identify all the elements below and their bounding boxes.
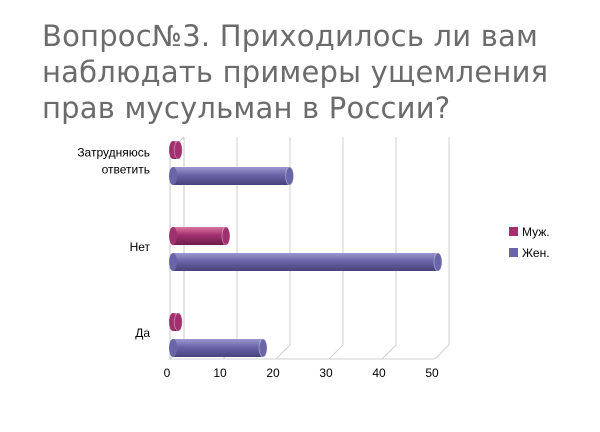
- gridline-floor: [381, 344, 397, 360]
- gridline-floor: [434, 344, 450, 360]
- gridline-floor: [275, 344, 291, 360]
- bar-body: [173, 227, 226, 245]
- x-tick-label: 50: [425, 366, 439, 380]
- category-label: Нет: [130, 240, 151, 254]
- bar-start-cap: [169, 339, 177, 357]
- category-label: Да: [135, 326, 150, 340]
- legend: Муж. Жен.: [509, 225, 550, 260]
- category-label: ответить: [102, 163, 150, 177]
- title-line-1: Вопрос№3. Приходилось ли вам: [42, 19, 539, 53]
- bar: [169, 166, 295, 186]
- bar-end-cap: [173, 312, 183, 332]
- legend-label: Жен.: [522, 246, 550, 260]
- bars: [169, 140, 443, 358]
- bar: [169, 338, 268, 358]
- x-tick-label: 40: [372, 366, 386, 380]
- bar: [169, 140, 183, 160]
- bar-start-cap: [169, 227, 177, 245]
- category-labels: Затрудняюсь ответить Нет Да: [77, 146, 150, 341]
- category-label: Затрудняюсь: [77, 146, 150, 160]
- bar-body: [173, 339, 264, 357]
- x-tick-label: 10: [213, 366, 227, 380]
- bar-end-cap: [285, 166, 295, 186]
- bar-start-cap: [169, 167, 177, 185]
- title-line-3: прав мусульман в России?: [42, 91, 451, 125]
- bar-body: [173, 253, 438, 271]
- bar-end-cap: [221, 226, 231, 246]
- bar: [169, 226, 231, 246]
- bar: [169, 252, 443, 272]
- bar: [169, 312, 183, 332]
- title-line-2: наблюдать примеры ущемления: [42, 55, 549, 89]
- x-tick-label: 0: [164, 366, 171, 380]
- x-tick-label: 30: [319, 366, 333, 380]
- bar-end-cap: [173, 140, 183, 160]
- bar-start-cap: [169, 253, 177, 271]
- bar-end-cap: [433, 252, 443, 272]
- gridline-floor: [328, 344, 344, 360]
- legend-swatch: [509, 227, 518, 236]
- bar-body: [173, 167, 290, 185]
- x-tick-labels: 0 10 20 30 40 50: [164, 366, 439, 380]
- x-tick-label: 20: [266, 366, 280, 380]
- legend-swatch: [509, 248, 518, 257]
- chart-title: Вопрос№3. Приходилось ли вам наблюдать п…: [42, 18, 582, 126]
- legend-label: Муж.: [522, 225, 550, 239]
- bar-end-cap: [258, 338, 268, 358]
